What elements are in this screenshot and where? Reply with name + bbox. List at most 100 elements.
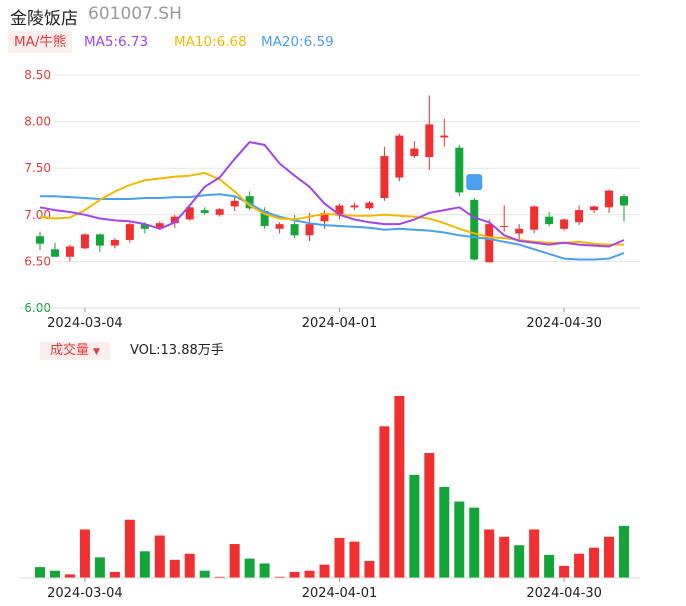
candle-body — [245, 196, 254, 209]
candle-body — [545, 216, 554, 225]
candle-body — [350, 205, 359, 208]
volume-bar — [604, 536, 615, 578]
stock-name: 金陵饭店 — [10, 9, 78, 29]
candle-body — [275, 224, 284, 229]
candle-body — [380, 156, 389, 199]
candle-body — [395, 135, 404, 178]
volume-tag-label: 成交量 — [50, 343, 90, 358]
ma20-label: MA20:6.59 — [261, 34, 334, 50]
volume-bar — [559, 565, 570, 578]
candle-body — [305, 224, 314, 236]
volume-bar — [424, 453, 435, 578]
candle-body — [215, 209, 224, 215]
volume-bar — [274, 576, 285, 578]
volume-bar — [109, 571, 120, 578]
candle-body — [515, 228, 524, 234]
volume-bar — [379, 426, 390, 578]
volume-bar — [139, 551, 150, 578]
candle-body — [155, 223, 164, 228]
candle-body — [65, 246, 74, 257]
y-tick-label: 8.00 — [24, 115, 51, 129]
candle-body — [185, 207, 194, 220]
y-tick-label: 7.00 — [24, 208, 51, 222]
volume-bar — [35, 567, 45, 578]
x-tick-label: 2024-04-30 — [526, 586, 602, 601]
volume-bar — [589, 547, 600, 578]
ma5-line — [39, 141, 625, 248]
candle-body — [170, 216, 179, 224]
volume-bar — [454, 501, 465, 578]
x-tick-label: 2024-04-01 — [302, 316, 378, 331]
candle-body — [320, 212, 329, 222]
candle-body — [575, 210, 584, 223]
volume-bar — [199, 570, 210, 578]
volume-bar — [214, 576, 225, 578]
y-tick-label: 7.50 — [24, 161, 51, 175]
volume-bar — [169, 559, 180, 578]
ma5-label: MA5:6.73 — [84, 34, 149, 50]
volume-bar — [619, 525, 629, 578]
volume-bar — [244, 558, 255, 578]
volume-bar — [304, 570, 315, 578]
volume-bar — [49, 570, 60, 578]
dropdown-triangle-icon: ▼ — [93, 347, 100, 357]
candle-body — [410, 148, 419, 157]
event-marker-icon — [466, 174, 483, 191]
candle-body — [80, 234, 89, 249]
volume-selector[interactable]: 成交量 ▼ — [40, 342, 110, 360]
volume-bar — [124, 519, 135, 578]
x-tick-label: 2024-04-01 — [302, 586, 378, 601]
volume-bar — [529, 529, 540, 578]
volume-bar — [154, 535, 165, 578]
candle-body — [440, 135, 449, 138]
candle-body — [425, 124, 434, 158]
candle-body — [260, 211, 269, 226]
candle-body — [500, 225, 509, 227]
volume-bar — [364, 561, 375, 578]
volume-bar — [319, 564, 330, 578]
volume-bar — [289, 571, 300, 578]
ma-selector[interactable]: MA/牛熊 — [8, 31, 73, 53]
ma10-label: MA10:6.68 — [174, 34, 247, 50]
candle-body — [230, 200, 239, 207]
volume-bar — [334, 537, 345, 578]
x-tick-label: 2024-03-04 — [47, 586, 123, 601]
x-tick-label: 2024-03-04 — [47, 316, 123, 331]
volume-bar — [259, 563, 270, 578]
volume-bar — [184, 553, 195, 578]
volume-bar — [349, 541, 360, 578]
x-tick-label: 2024-04-30 — [526, 316, 602, 331]
candle-body — [485, 224, 494, 263]
volume-bar — [499, 536, 510, 578]
candle-body — [110, 239, 119, 246]
volume-bar — [94, 557, 105, 578]
candle-body — [95, 234, 104, 246]
volume-bar — [574, 553, 585, 578]
y-tick-label: 6.50 — [24, 254, 51, 268]
candle-body — [200, 210, 209, 213]
candle-body — [620, 196, 628, 206]
volume-value: VOL:13.88万手 — [130, 343, 224, 358]
volume-bar — [229, 544, 240, 578]
volume-bar — [409, 474, 420, 578]
candle-body — [455, 147, 464, 193]
volume-bar — [64, 574, 75, 578]
candle-body — [530, 206, 539, 230]
candle-body — [125, 224, 134, 240]
volume-bar — [544, 554, 555, 578]
candle-body — [560, 219, 569, 229]
volume-bar — [79, 529, 90, 578]
volume-bar — [514, 545, 525, 578]
candle-body — [590, 206, 599, 211]
ma20-line — [40, 193, 625, 261]
candle-body — [36, 236, 44, 244]
y-tick-label: 8.50 — [24, 68, 51, 82]
stock-code: 601007.SH — [88, 4, 182, 24]
candle-body — [605, 190, 614, 208]
volume-bar — [439, 487, 450, 578]
candle-body — [140, 224, 149, 229]
candle-body — [365, 202, 374, 209]
candle-body — [335, 205, 344, 216]
volume-bar — [469, 507, 480, 578]
